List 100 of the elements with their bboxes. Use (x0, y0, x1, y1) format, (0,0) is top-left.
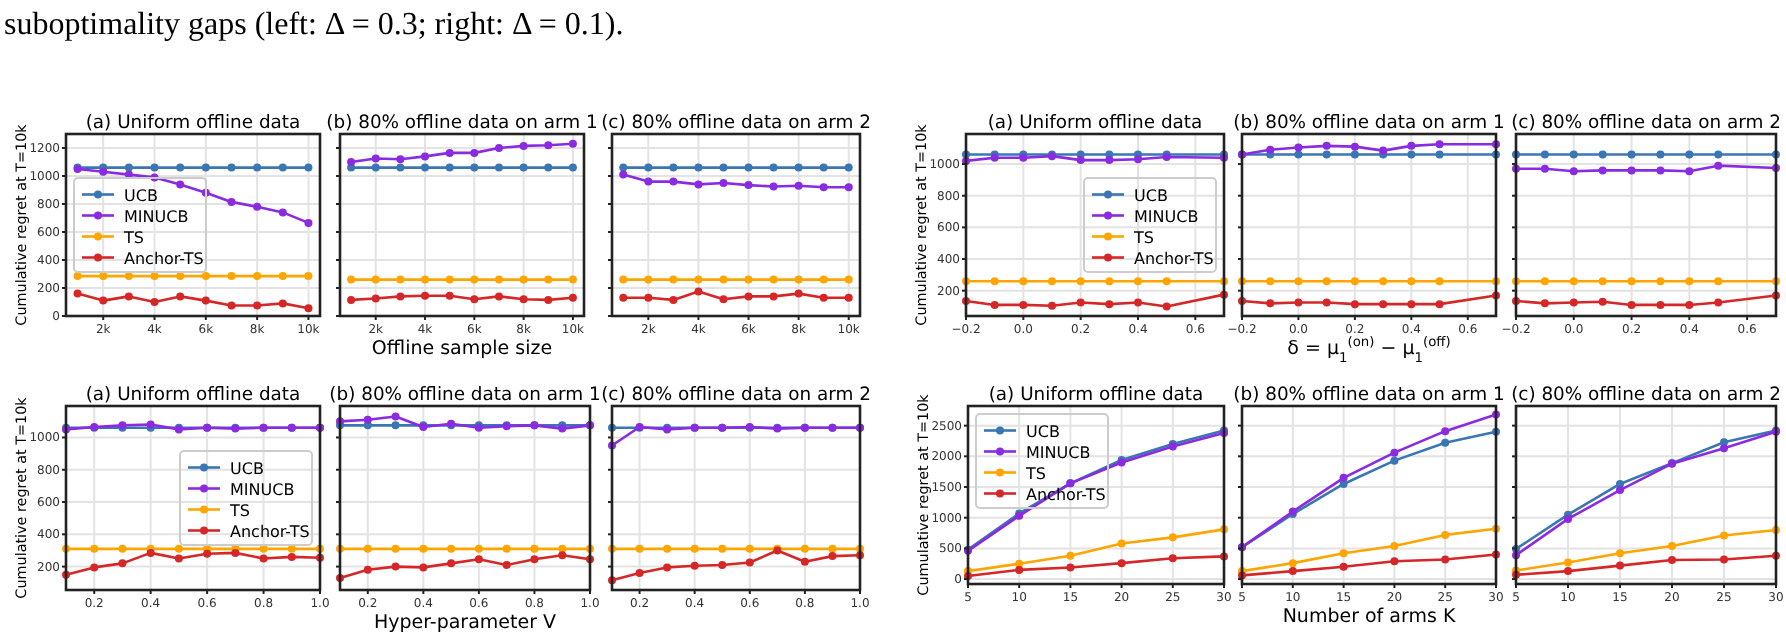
point (669, 275, 678, 284)
point (494, 163, 503, 172)
point (124, 163, 133, 172)
point (519, 275, 528, 284)
point (800, 557, 809, 566)
point (474, 544, 483, 553)
point (1294, 298, 1303, 307)
point (1656, 150, 1665, 159)
point (304, 304, 313, 313)
point (1339, 473, 1348, 482)
point (1168, 554, 1177, 563)
chart-title: (c) 80% offline data on arm 2 (601, 384, 871, 406)
point (828, 544, 837, 553)
x-axis-title: Number of arms K (1282, 606, 1457, 628)
legend-label: MINUCB (1026, 443, 1091, 462)
point (371, 163, 380, 172)
point (278, 208, 287, 217)
point (644, 293, 653, 302)
point (1390, 456, 1399, 465)
point (253, 163, 262, 172)
point (1168, 533, 1177, 542)
x-axis-title: Hyper-parameter V (373, 612, 558, 634)
point (1616, 486, 1624, 495)
point (391, 562, 400, 571)
chart-title: (a) Uniform offline data (85, 112, 301, 134)
point (663, 563, 672, 572)
legend-label: UCB (1026, 422, 1060, 441)
point (253, 202, 262, 211)
point (1266, 145, 1275, 154)
point (201, 296, 210, 305)
point (445, 275, 454, 284)
point (1105, 277, 1114, 286)
point (1627, 166, 1636, 175)
point (663, 544, 672, 553)
point (619, 293, 628, 302)
text: suboptimality gaps (left: Δ = 0.3; right: Δ = 0.1). (4, 8, 624, 42)
point (227, 301, 236, 310)
point (1134, 277, 1142, 286)
point (363, 565, 372, 574)
point (530, 544, 539, 553)
legend-label: TS (1024, 464, 1046, 483)
point (1685, 150, 1694, 159)
point (1435, 300, 1444, 309)
point (1435, 140, 1444, 149)
point (1322, 298, 1331, 307)
point (1656, 277, 1665, 286)
point (73, 272, 82, 281)
point (421, 163, 430, 172)
point (819, 183, 828, 192)
legend-label: Anchor-TS (230, 522, 310, 541)
point (1598, 150, 1607, 159)
point (474, 555, 483, 564)
point (278, 163, 287, 172)
point (744, 163, 753, 172)
point (990, 300, 999, 309)
point (819, 275, 828, 284)
point (1162, 302, 1171, 311)
point (278, 299, 287, 308)
point (1540, 164, 1549, 173)
point (502, 544, 511, 553)
point (253, 301, 262, 310)
point (371, 154, 380, 163)
point (227, 163, 236, 172)
point (990, 277, 999, 286)
point (494, 275, 503, 284)
point (644, 275, 653, 284)
point (176, 272, 185, 281)
point (794, 181, 803, 190)
legend-label: MINUCB (230, 480, 295, 499)
point (421, 152, 430, 161)
point (391, 421, 400, 430)
point (769, 182, 778, 191)
point (1134, 155, 1142, 164)
point (1294, 143, 1303, 152)
point (150, 272, 159, 281)
point (470, 163, 479, 172)
point (253, 272, 262, 281)
point (1048, 277, 1056, 286)
point (304, 218, 313, 227)
point (445, 291, 454, 300)
point (304, 163, 313, 172)
point (644, 177, 653, 186)
point (174, 554, 183, 563)
point (694, 287, 703, 296)
point (1066, 551, 1075, 560)
point (794, 289, 803, 298)
point (844, 275, 853, 284)
point (176, 292, 185, 301)
point (718, 544, 727, 553)
point (99, 296, 108, 305)
point (669, 177, 678, 186)
chart-title: (a) Uniform offline data (85, 384, 301, 406)
point (544, 275, 553, 284)
point (644, 163, 653, 172)
point (1627, 150, 1636, 159)
point (1569, 167, 1578, 176)
legend-label: TS (122, 228, 144, 247)
point (669, 295, 678, 304)
point (619, 275, 628, 284)
point (1015, 565, 1024, 574)
